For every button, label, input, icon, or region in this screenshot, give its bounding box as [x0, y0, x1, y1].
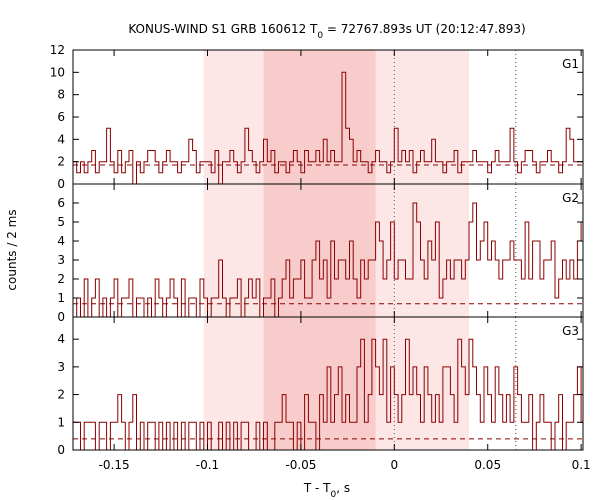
y-tick-label: 6	[57, 110, 65, 124]
y-tick-label: 6	[57, 196, 65, 210]
light-curve-g2	[73, 202, 583, 318]
y-tick-label: 1	[57, 415, 65, 429]
x-tick-label: -0.1	[196, 458, 219, 472]
panel-label-g2: G2	[562, 191, 579, 205]
x-axis-label: T - T0, s	[303, 481, 350, 500]
x-axis-label-rest: , s	[336, 481, 350, 495]
x-tick-label: 0	[390, 458, 398, 472]
y-tick-label: 0	[57, 443, 65, 457]
panel-g3: 0 1 2 3 4 G3	[57, 316, 584, 457]
y-tick-label: 2	[57, 388, 65, 402]
y-tick-label: 12	[50, 43, 65, 57]
y-tick-label: 8	[57, 88, 65, 102]
y-tick-label: 1	[57, 291, 65, 305]
y-tick-label: 5	[57, 215, 65, 229]
panel-g2: 0 1 2 3 4 5 6 G2	[57, 183, 584, 324]
x-tick-label: -0.15	[99, 458, 130, 472]
chart-title: KONUS-WIND S1 GRB 160612 T0 = 72767.893s…	[128, 22, 525, 41]
panel-frame	[72, 316, 584, 451]
y-tick-label: 0	[57, 177, 65, 191]
y-tick-label: 3	[57, 360, 65, 374]
y-tick-label: 3	[57, 253, 65, 267]
chart-title-subscript: 0	[317, 31, 323, 41]
y-axis-label: counts / 2 ms	[5, 209, 19, 290]
x-axis-label-subscript: 0	[331, 490, 337, 500]
light-curve-g1	[73, 71, 583, 185]
y-tick-label: 4	[57, 332, 65, 346]
x-tick-label: 0.05	[474, 458, 501, 472]
panel-label-g3: G3	[562, 324, 579, 338]
panel-g1: 0 2 4 6 8 10 12 G1	[50, 43, 584, 191]
chart-title-rest: = 72767.893s UT (20:12:47.893)	[323, 22, 526, 36]
panel-label-g1: G1	[562, 57, 579, 71]
y-tick-label: 2	[57, 155, 65, 169]
y-tick-label: 0	[57, 310, 65, 324]
y-tick-label: 2	[57, 272, 65, 286]
x-tick-label: 0.1	[572, 458, 591, 472]
y-tick-label: 4	[57, 234, 65, 248]
shaded-interval-2	[263, 50, 376, 184]
y-tick-label: 4	[57, 132, 65, 146]
chart-title-main: KONUS-WIND S1 GRB 160612 T	[128, 22, 318, 36]
y-tick-label: 10	[50, 65, 65, 79]
x-axis-label-main: T - T	[303, 481, 331, 495]
x-tick-label: -0.05	[285, 458, 316, 472]
